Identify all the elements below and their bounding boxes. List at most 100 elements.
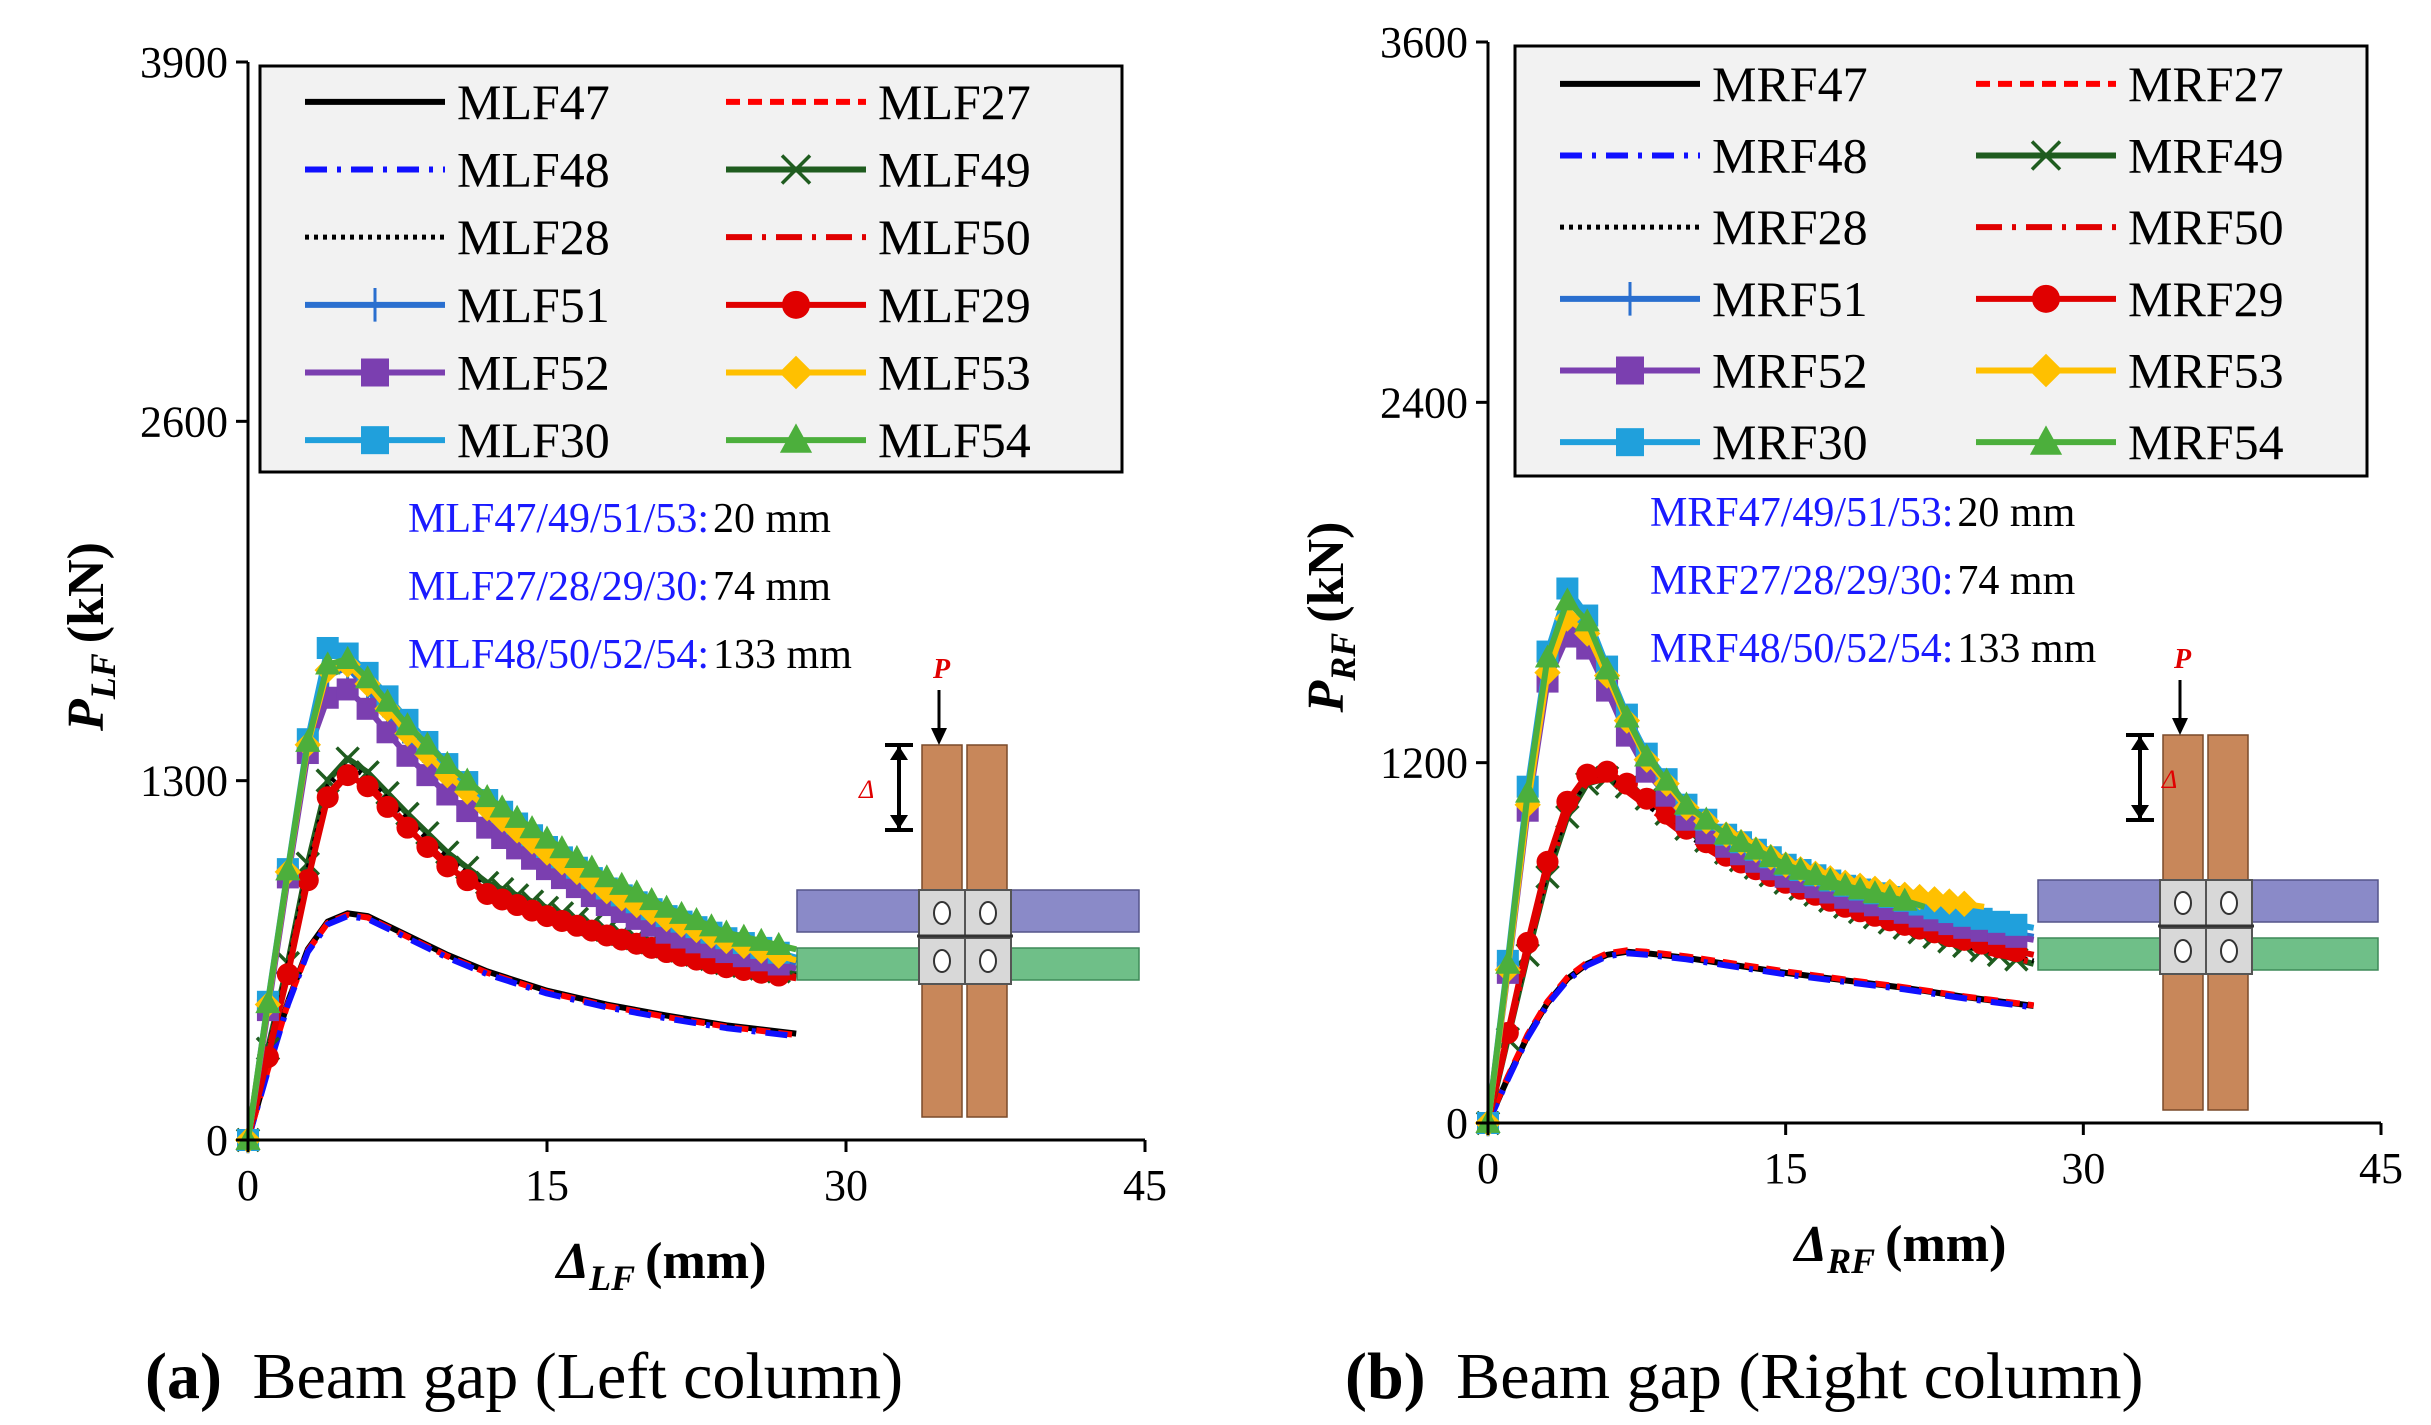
caption-b-letter: (b) bbox=[1345, 1340, 1426, 1413]
series-marker-mlf54 bbox=[295, 728, 321, 752]
note-line: MLF27/28/29/30:74 mm bbox=[408, 564, 831, 610]
series-marker-mrf54 bbox=[1673, 791, 1700, 815]
series-marker-mlf52 bbox=[336, 678, 359, 701]
series-marker-mrf54 bbox=[1634, 743, 1660, 767]
series-marker-mlf53 bbox=[434, 761, 461, 789]
series-marker-mlf52 bbox=[376, 721, 399, 744]
series-marker-mrf30 bbox=[1970, 907, 1993, 930]
chart-a-legend: MLF47 MLF27 MLF48 MLF49 MLF28 MLF50 MLF51 MLF29… bbox=[258, 64, 1124, 474]
series-marker-mlf54 bbox=[374, 688, 401, 712]
legend-marker-mrf29 bbox=[2032, 284, 2060, 313]
y-tick-label: 3900 bbox=[140, 38, 228, 87]
inset-load-label: P bbox=[2173, 644, 2192, 675]
series-marker-mrf29 bbox=[1655, 802, 1678, 825]
series-marker-mlf54 bbox=[489, 794, 515, 818]
series-marker-mrf54 bbox=[1594, 656, 1620, 680]
caption-a-text: Beam gap (Left column) bbox=[252, 1340, 903, 1413]
x-axis-title: ΔLF (mm) bbox=[555, 1233, 767, 1298]
y-tick-label: 3600 bbox=[1380, 18, 1468, 67]
legend-label-mrf53: MRF53 bbox=[2128, 343, 2284, 399]
series-marker-mrf29 bbox=[1635, 787, 1658, 810]
series-marker-mlf29 bbox=[276, 963, 299, 986]
displacement-arrow-top bbox=[890, 746, 908, 760]
legend-label-mlf54: MLF54 bbox=[878, 412, 1031, 468]
series-marker-mlf29 bbox=[376, 795, 399, 818]
x-tick-label: 45 bbox=[1123, 1161, 1167, 1210]
legend-marker-mlf29 bbox=[782, 290, 810, 319]
legend-label-mlf47: MLF47 bbox=[457, 74, 610, 130]
x-axis-title-unit: (mm) bbox=[645, 1233, 766, 1290]
series-marker-mrf54 bbox=[1758, 844, 1784, 868]
note-value: 74 mm bbox=[713, 564, 831, 610]
y-axis-title-unit: (kN) bbox=[58, 542, 115, 643]
y-tick-label: 1200 bbox=[1380, 739, 1468, 788]
x-axis-title-unit: (mm) bbox=[1885, 1216, 2006, 1273]
series-marker-mlf52 bbox=[396, 744, 419, 767]
series-marker-mlf54 bbox=[624, 879, 650, 903]
series-marker-mlf29 bbox=[456, 869, 479, 892]
x-axis-title: ΔRF (mm) bbox=[1793, 1216, 2007, 1281]
legend-label-mrf47: MRF47 bbox=[1712, 56, 1868, 112]
series-marker-mrf53 bbox=[1906, 883, 1933, 911]
note-value: 133 mm bbox=[713, 632, 852, 678]
series-marker-mlf29 bbox=[296, 869, 319, 892]
series-marker-mlf54 bbox=[504, 804, 530, 828]
legend-label-mlf49: MLF49 bbox=[878, 142, 1031, 198]
series-marker-mrf30 bbox=[2005, 913, 2028, 936]
displacement-arrow-bottom bbox=[890, 815, 908, 829]
legend-label-mlf30: MLF30 bbox=[457, 412, 610, 468]
series-marker-mrf53 bbox=[1554, 605, 1581, 632]
series-marker-mlf53 bbox=[765, 942, 792, 969]
x-axis-title-main: Δ bbox=[1793, 1216, 1828, 1273]
series-marker-mrf29 bbox=[1536, 850, 1559, 873]
note-value: 133 mm bbox=[1957, 626, 2096, 672]
inset-displacement-label: Δ bbox=[2161, 765, 2177, 794]
note-label: MRF27/28/29/30: bbox=[1650, 558, 1953, 604]
y-axis-title-main: P bbox=[1298, 680, 1355, 714]
series-marker-mlf53 bbox=[668, 911, 695, 938]
series-marker-mrf30 bbox=[1987, 910, 2010, 933]
legend-marker-mrf53 bbox=[2029, 353, 2063, 388]
series-marker-mlf54 bbox=[315, 651, 341, 675]
series-line-mrf47 bbox=[1485, 948, 2035, 1125]
y-tick-label: 0 bbox=[206, 1116, 228, 1165]
note-label: MLF47/49/51/53: bbox=[408, 496, 709, 542]
legend-label-mrf49: MRF49 bbox=[2128, 128, 2284, 184]
chart-a-notes: MLF47/49/51/53:20 mm MLF27/28/29/30:74 mm… bbox=[408, 496, 852, 678]
caption-a: (a) Beam gap (Left column) bbox=[145, 1340, 903, 1413]
series-marker-mlf30 bbox=[316, 636, 339, 659]
series-marker-mrf54 bbox=[1832, 872, 1858, 896]
series-line-mrf28 bbox=[1485, 775, 2035, 1124]
series-marker-mrf54 bbox=[1847, 876, 1873, 900]
connector-plate-1 bbox=[964, 889, 1012, 937]
bolt-hole-1 bbox=[979, 901, 997, 925]
note-value: 20 mm bbox=[1957, 490, 2075, 536]
chart-panel-b: MRF47 MRF27 MRF48 MRF49 MRF28 MRF50 MRF51 MRF29… bbox=[1298, 18, 2403, 1281]
note-line: MLF47/49/51/53:20 mm bbox=[408, 496, 831, 542]
series-marker-mrf53 bbox=[1921, 886, 1948, 913]
series-marker-mrf54 bbox=[1574, 608, 1600, 632]
legend-label-mrf52: MRF52 bbox=[1712, 343, 1868, 399]
legend-label-mlf51: MLF51 bbox=[457, 277, 610, 333]
y-tick-label: 2400 bbox=[1380, 378, 1468, 427]
x-tick-label: 30 bbox=[2061, 1144, 2105, 1193]
series-marker-mrf54 bbox=[1862, 880, 1888, 904]
legend-marker-mlf51 bbox=[368, 288, 382, 322]
series-marker-mrf54 bbox=[1554, 587, 1581, 611]
series-marker-mrf54 bbox=[1787, 856, 1814, 880]
series-marker-mrf54 bbox=[1515, 779, 1541, 803]
series-marker-mrf54 bbox=[1817, 867, 1843, 891]
x-tick-label: 45 bbox=[2359, 1144, 2403, 1193]
series-marker-mlf54 bbox=[731, 923, 757, 947]
series-marker-mlf52 bbox=[416, 764, 439, 787]
note-value: 74 mm bbox=[1957, 558, 2075, 604]
series-marker-mrf54 bbox=[1614, 704, 1640, 728]
series-marker-mlf54 bbox=[766, 931, 792, 956]
bolt-hole-3 bbox=[2220, 939, 2238, 963]
series-marker-mlf54 bbox=[748, 927, 774, 951]
series-marker-mlf29 bbox=[356, 775, 379, 798]
series-marker-mlf54 bbox=[434, 750, 460, 774]
y-axis-title: PLF (kN) bbox=[58, 542, 123, 732]
series-marker-mrf53 bbox=[1936, 888, 1963, 915]
